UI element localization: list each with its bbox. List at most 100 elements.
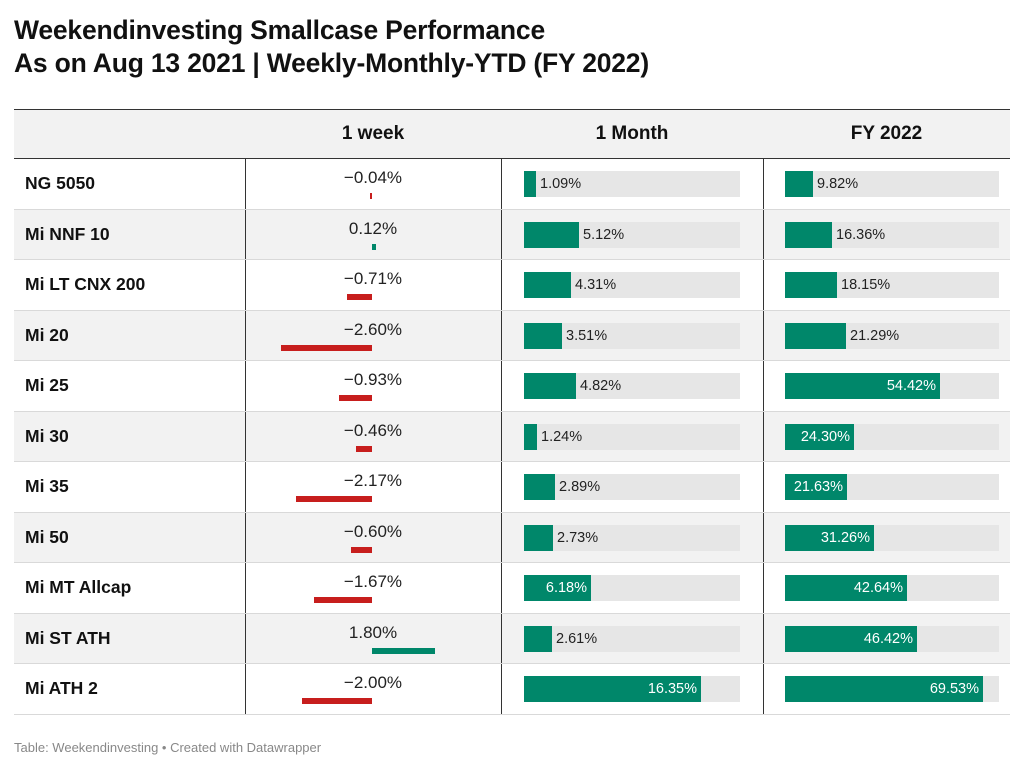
- column-divider: [501, 411, 502, 461]
- column-divider: [501, 563, 502, 613]
- week-bar: [347, 294, 372, 300]
- fy-value-label: 46.42%: [863, 630, 913, 647]
- header-1-month: 1 Month: [595, 123, 669, 144]
- month-bar: [524, 272, 571, 298]
- smallcase-name: NG 5050: [25, 173, 96, 194]
- month-bar: [524, 575, 591, 601]
- table-row: Mi MT Allcap −1.67% 6.18% 42.64%: [14, 563, 1010, 614]
- month-bar-track: 5.12%: [524, 221, 740, 248]
- table-row: Mi 50 −0.60% 2.73% 31.26%: [14, 512, 1010, 563]
- title-line-1: Weekendinvesting Smallcase Performance: [14, 15, 545, 45]
- month-value-label: 5.12%: [583, 226, 625, 243]
- month-bar-track: 4.31%: [524, 272, 740, 298]
- chart-title: Weekendinvesting Smallcase Performance A…: [14, 14, 649, 80]
- fy-value-label: 69.53%: [929, 681, 979, 697]
- month-value-label: 2.61%: [556, 630, 598, 647]
- column-divider: [245, 411, 246, 461]
- fy-bar-track: 69.53%: [785, 676, 999, 702]
- month-value-label: 3.51%: [566, 327, 608, 344]
- column-divider: [763, 563, 764, 613]
- fy-bar: [785, 322, 846, 349]
- month-bar: [524, 423, 537, 450]
- column-divider: [501, 462, 502, 512]
- month-bar: [524, 221, 579, 248]
- table-row: Mi ATH 2 −2.00% 16.35% 69.53%: [14, 664, 1010, 715]
- column-divider: [763, 512, 764, 562]
- column-divider: [245, 159, 246, 209]
- fy-value-label: 24.30%: [800, 428, 850, 445]
- smallcase-name: Mi ATH 2: [25, 678, 98, 699]
- smallcase-name: Mi 20: [25, 324, 69, 345]
- column-divider: [245, 209, 246, 259]
- column-divider: [501, 361, 502, 411]
- week-value-label: −0.93%: [343, 370, 403, 389]
- month-bar-track: 6.18%: [524, 575, 740, 601]
- table-row: Mi 35 −2.17% 2.89% 21.63%: [14, 462, 1010, 513]
- week-bar: [372, 243, 376, 250]
- fy-bar-track: 54.42%: [785, 373, 999, 399]
- month-value-label: 6.18%: [545, 580, 587, 596]
- title-line-2: As on Aug 13 2021 | Weekly-Monthly-YTD (…: [14, 48, 649, 78]
- week-bar: [356, 445, 372, 452]
- week-value-label: −0.60%: [343, 521, 403, 541]
- column-divider: [501, 512, 502, 562]
- month-bar-track: 2.61%: [524, 625, 740, 652]
- fy-bar: [785, 423, 854, 450]
- month-bar-track: 3.51%: [524, 322, 740, 349]
- header-1-week: 1 week: [341, 123, 405, 144]
- week-value-label: −2.17%: [343, 471, 403, 490]
- column-divider: [763, 260, 764, 310]
- table-row: Mi 25 −0.93% 4.82% 54.42%: [14, 361, 1010, 412]
- fy-bar-track: 21.63%: [785, 474, 999, 500]
- table-header: 1 week 1 Month FY 2022: [14, 109, 1010, 159]
- fy-value-label: 31.26%: [820, 529, 870, 546]
- column-divider: [245, 462, 246, 512]
- table-row: Mi NNF 10 0.12% 5.12% 16.36%: [14, 209, 1010, 260]
- week-value-label: −1.67%: [343, 572, 403, 591]
- week-bar: [339, 395, 372, 401]
- table-row: Mi 30 −0.46% 1.24% 24.30%: [14, 411, 1010, 462]
- column-divider: [501, 613, 502, 663]
- fy-bar-track: 21.29%: [785, 322, 999, 349]
- column-divider: [501, 159, 502, 209]
- month-bar: [524, 524, 553, 551]
- fy-value-label: 18.15%: [841, 277, 891, 293]
- month-bar: [524, 171, 536, 197]
- fy-value-label: 9.82%: [817, 176, 859, 192]
- column-divider: [763, 361, 764, 411]
- column-divider: [763, 310, 764, 360]
- column-divider: [245, 512, 246, 562]
- week-bar: [372, 647, 435, 654]
- week-value-label: −0.04%: [343, 168, 403, 187]
- column-divider: [763, 209, 764, 259]
- month-value-label: 16.35%: [647, 681, 697, 697]
- month-bar: [524, 322, 562, 349]
- fy-bar: [785, 272, 837, 298]
- month-value-label: 2.89%: [559, 479, 601, 495]
- fy-bar-track: 42.64%: [785, 575, 999, 601]
- table-body: NG 5050 −0.04% 1.09% 9.82% Mi NNF 10 0.12% 5.1…: [14, 159, 1010, 715]
- month-bar-track: 1.24%: [524, 423, 740, 450]
- smallcase-name: Mi 50: [25, 526, 69, 547]
- week-value-label: −2.60%: [343, 319, 403, 339]
- month-value-label: 4.31%: [575, 277, 617, 293]
- smallcase-name: Mi ST ATH: [25, 627, 111, 648]
- column-divider: [245, 361, 246, 411]
- month-bar-track: 4.82%: [524, 373, 740, 399]
- fy-bar: [785, 575, 907, 601]
- column-divider: [245, 664, 246, 714]
- column-divider: [501, 310, 502, 360]
- smallcase-name: Mi LT CNX 200: [25, 274, 146, 295]
- smallcase-name: Mi MT Allcap: [25, 577, 132, 598]
- column-divider: [763, 664, 764, 714]
- fy-value-label: 54.42%: [886, 378, 936, 394]
- column-divider: [763, 159, 764, 209]
- table-row: Mi 20 −2.60% 3.51% 21.29%: [14, 310, 1010, 361]
- column-divider: [763, 613, 764, 663]
- week-bar: [281, 344, 372, 351]
- smallcase-name: Mi NNF 10: [25, 223, 110, 244]
- column-divider: [245, 563, 246, 613]
- smallcase-name: Mi 25: [25, 375, 69, 396]
- week-value-label: −0.71%: [343, 269, 403, 288]
- fy-bar-track: 9.82%: [785, 171, 999, 197]
